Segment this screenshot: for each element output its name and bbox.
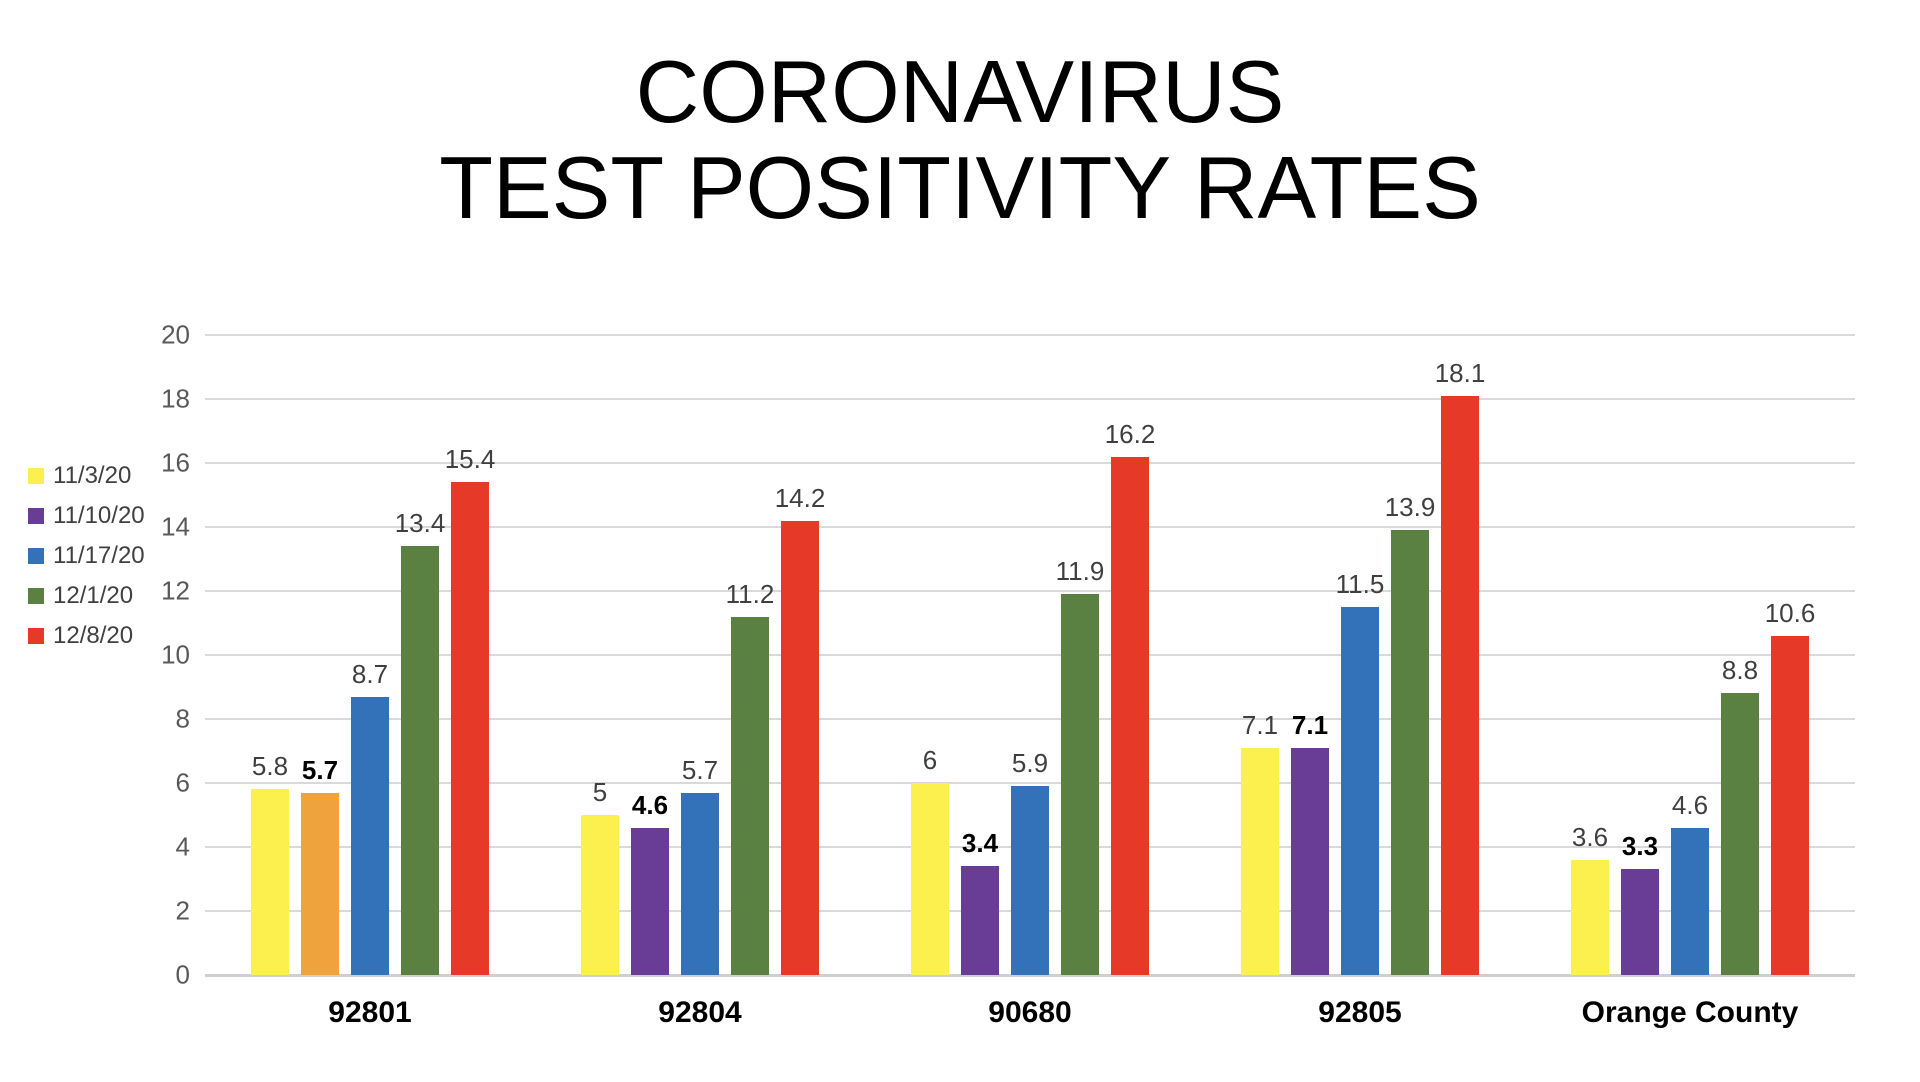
bar-Orange-County-12-1-20 <box>1721 693 1759 975</box>
bar-90680-11-17-20 <box>1011 786 1049 975</box>
bar-value-label: 5.7 <box>301 754 339 785</box>
bar-value-label: 10.6 <box>1764 597 1816 628</box>
bar-92801-11-3-20 <box>251 789 289 975</box>
bar-value-label: 3.6 <box>1571 821 1609 852</box>
bar-value-label: 18.1 <box>1434 357 1486 388</box>
bar-Orange-County-12-8-20 <box>1771 635 1809 975</box>
legend-item: 11/3/20 <box>28 456 131 496</box>
bar-value-label: 11.2 <box>725 578 775 609</box>
category-label-Orange-County: Orange County <box>1581 996 1799 1029</box>
bar-92801-11-10-20 <box>301 792 339 975</box>
bar-92805-11-10-20 <box>1291 747 1329 975</box>
legend-swatch-11-3-20 <box>28 468 44 484</box>
legend-label: 11/3/20 <box>53 462 132 489</box>
legend-swatch-12-1-20 <box>28 588 44 604</box>
bar-value-label: 4.6 <box>631 789 669 820</box>
gridline <box>205 334 1855 336</box>
bar-value-label: 5 <box>592 777 608 807</box>
legend-label: 12/8/20 <box>53 622 134 649</box>
legend-swatch-12-8-20 <box>28 628 44 644</box>
y-axis-tick-label: 2 <box>175 895 190 926</box>
category-label-92804: 92804 <box>658 996 742 1029</box>
x-axis-line <box>205 974 1855 977</box>
bar-value-label: 15.4 <box>444 444 496 475</box>
bar-92804-12-1-20 <box>731 616 769 975</box>
y-axis-tick-label: 14 <box>161 511 190 542</box>
bar-value-label: 11.5 <box>1335 569 1385 599</box>
y-axis-tick-label: 10 <box>161 639 190 670</box>
gridline <box>205 526 1855 528</box>
bar-92804-11-17-20 <box>681 792 719 975</box>
legend-label: 11/10/20 <box>53 502 145 529</box>
bar-value-label: 6 <box>922 745 938 775</box>
bar-92804-12-8-20 <box>781 520 819 975</box>
bar-92801-11-17-20 <box>351 696 389 975</box>
bar-92801-12-8-20 <box>451 482 489 975</box>
bar-90680-11-10-20 <box>961 866 999 975</box>
gridline <box>205 654 1855 656</box>
y-axis-tick-label: 12 <box>161 575 190 606</box>
bar-92805-11-3-20 <box>1241 747 1279 975</box>
bar-value-label: 3.4 <box>961 828 999 859</box>
bar-value-label: 7.1 <box>1241 709 1279 740</box>
y-axis-tick-label: 18 <box>161 383 190 414</box>
bar-92805-11-17-20 <box>1341 607 1379 975</box>
legend-swatch-11-10-20 <box>28 508 44 524</box>
bar-value-label: 8.7 <box>351 658 389 689</box>
y-axis-tick-label: 8 <box>175 703 190 734</box>
y-axis-tick-label: 20 <box>161 319 190 350</box>
y-axis-tick-label: 0 <box>175 959 190 990</box>
bar-value-label: 14.2 <box>774 482 826 513</box>
gridline <box>205 718 1855 720</box>
gridline <box>205 462 1855 464</box>
legend-label: 11/17/20 <box>53 542 145 569</box>
legend-label: 12/1/20 <box>53 582 134 609</box>
bar-value-label: 13.9 <box>1384 492 1436 523</box>
y-axis-tick-label: 4 <box>175 831 190 862</box>
bar-90680-11-3-20 <box>911 783 949 975</box>
bar-92801-12-1-20 <box>401 546 439 975</box>
chart-title-line2: TEST POSITIVITY RATES <box>439 138 1481 237</box>
legend-item: 11/17/20 <box>28 536 145 576</box>
chart-title-line1: CORONAVIRUS <box>635 42 1285 141</box>
bar-90680-12-1-20 <box>1061 594 1099 975</box>
gridline <box>205 398 1855 400</box>
bar-value-label: 4.6 <box>1671 789 1709 820</box>
bar-Orange-County-11-10-20 <box>1621 869 1659 975</box>
legend-swatch-11-17-20 <box>28 548 44 564</box>
legend-item: 12/8/20 <box>28 616 133 656</box>
bar-value-label: 7.1 <box>1291 709 1329 740</box>
category-label-92805: 92805 <box>1318 996 1402 1029</box>
gridline <box>205 590 1855 592</box>
bar-Orange-County-11-3-20 <box>1571 859 1609 975</box>
legend-item: 12/1/20 <box>28 576 133 616</box>
bar-value-label: 5.8 <box>251 751 289 782</box>
bar-value-label: 3.3 <box>1621 831 1659 862</box>
gridline <box>205 782 1855 784</box>
legend-item: 11/10/20 <box>28 496 145 536</box>
bar-90680-12-8-20 <box>1111 456 1149 975</box>
bar-Orange-County-11-17-20 <box>1671 827 1709 975</box>
y-axis-tick-label: 6 <box>175 767 190 798</box>
category-label-90680: 90680 <box>988 996 1072 1029</box>
bar-92804-11-10-20 <box>631 827 669 975</box>
bar-value-label: 16.2 <box>1104 418 1156 449</box>
bar-value-label: 13.4 <box>394 508 446 539</box>
bar-value-label: 11.9 <box>1055 556 1105 587</box>
category-label-92801: 92801 <box>328 996 412 1029</box>
bar-92805-12-1-20 <box>1391 530 1429 975</box>
bar-value-label: 8.8 <box>1721 655 1759 686</box>
bar-92804-11-3-20 <box>581 815 619 975</box>
chart-title: CORONAVIRUS TEST POSITIVITY RATES <box>0 44 1920 236</box>
y-axis-tick-label: 16 <box>161 447 190 478</box>
bar-value-label: 5.9 <box>1011 748 1049 779</box>
bar-value-label: 5.7 <box>681 754 719 785</box>
bar-92805-12-8-20 <box>1441 395 1479 975</box>
